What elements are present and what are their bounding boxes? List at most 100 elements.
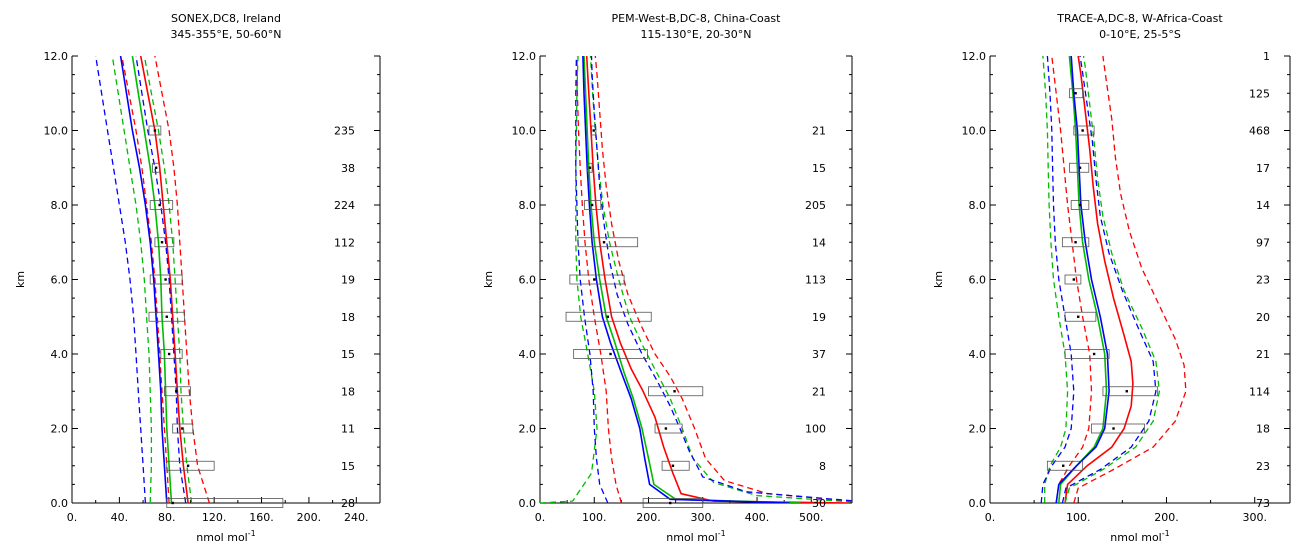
obs-count: 113 (805, 274, 826, 287)
obs-mean-dot (154, 166, 158, 169)
obs-count: 468 (1249, 125, 1270, 138)
obs-count: 20 (1256, 311, 1270, 324)
obs-box (148, 311, 185, 322)
obs-box (1064, 274, 1082, 285)
obs-box (1046, 460, 1084, 471)
series-green-solid-line (1058, 56, 1108, 503)
panel-3: TRACE-A,DC-8, W-Africa-Coast 0-10°E, 25-5… (932, 12, 1291, 544)
obs-box (648, 386, 704, 397)
x-axis-label: nmol mol-1 (666, 529, 725, 544)
series-blue-solid-line (1055, 56, 1110, 503)
obs-box (1064, 311, 1097, 322)
obs-box (591, 125, 597, 136)
y-tick-label: 4.0 (519, 348, 537, 361)
series-group (1040, 56, 1187, 503)
obs-count: 21 (812, 125, 826, 138)
series-green-dashed-line (589, 56, 852, 503)
obs-box (661, 460, 690, 471)
obs-count: 38 (341, 162, 355, 175)
x-tick-label: 300. (691, 511, 716, 524)
x-tick-label: 200. (1154, 511, 1179, 524)
x-axis-label: nmol mol-1 (196, 529, 255, 544)
x-tick-label: 0. (67, 511, 78, 524)
y-tick-label: 0.0 (51, 497, 69, 510)
obs-count: 18 (341, 385, 355, 398)
y-axis-label: km (932, 271, 945, 288)
obs-box (577, 237, 639, 248)
obs-count: 1 (1263, 50, 1270, 63)
x-axis-label-unit: nmol mol (666, 531, 717, 544)
obs-count: 11 (341, 423, 355, 436)
obs-mean-dot (606, 315, 610, 318)
y-tick-label: 10.0 (512, 125, 537, 138)
obs-count: 30 (812, 497, 826, 510)
series-blue-solid-line (119, 56, 168, 503)
obs-count: 15 (341, 460, 355, 473)
obs-count: 21 (812, 385, 826, 398)
y-tick-label: 8.0 (969, 199, 987, 212)
obs-box (565, 311, 652, 322)
obs-box (1069, 88, 1084, 99)
series-red-solid-line (1064, 56, 1134, 503)
y-tick-label: 4.0 (969, 348, 987, 361)
series-green-solid-line (583, 56, 801, 503)
series-green-solid-line (131, 56, 173, 503)
series-group (540, 56, 852, 503)
obs-box (1061, 237, 1090, 248)
obs-count: 37 (812, 348, 826, 361)
obs-count: 8 (819, 460, 826, 473)
obs-mean-dot (1125, 390, 1128, 393)
panel-title: TRACE-A,DC-8, W-Africa-Coast (1056, 12, 1223, 25)
obs-mean-dot (1081, 129, 1084, 132)
obs-count: 23 (1256, 460, 1270, 473)
obs-count: 17 (1256, 162, 1270, 175)
y-tick-label: 6.0 (519, 274, 537, 287)
obs-box (149, 274, 183, 285)
obs-box (166, 498, 284, 508)
obs-mean-dot (671, 464, 675, 467)
series-green-dashed-line (1064, 56, 1161, 503)
y-axis-label: km (14, 271, 27, 288)
series-green-dashed-line (143, 56, 193, 503)
panel-title: PEM-West-B,DC-8, China-Coast (612, 12, 782, 25)
series-green-dashed-line (1042, 56, 1069, 503)
series-red-dashed-line (576, 56, 623, 503)
obs-mean-dot (592, 129, 595, 132)
obs-mean-dot (673, 390, 676, 393)
series-red-dashed-line (1073, 56, 1187, 503)
y-tick-label: 12.0 (44, 50, 69, 63)
obs-mean-dot (153, 129, 157, 132)
obs-count: 14 (812, 236, 826, 249)
obs-box (1064, 349, 1110, 359)
obs-count: 97 (1256, 236, 1270, 249)
obs-mean-dot (1078, 166, 1082, 169)
obs-box (1091, 423, 1145, 434)
obs-box (166, 460, 215, 471)
x-tick-label: 0. (985, 511, 996, 524)
obs-box (587, 162, 593, 173)
obs-mean-dot (160, 241, 164, 244)
obs-box (1073, 125, 1095, 136)
x-tick-label: 500. (799, 511, 824, 524)
obs-mean-dot (175, 390, 178, 393)
obs-count: 205 (805, 199, 826, 212)
obs-box (654, 423, 683, 434)
y-tick-label: 6.0 (969, 274, 987, 287)
obs-box (1102, 386, 1159, 397)
obs-count: 125 (1249, 87, 1270, 100)
obs-box (149, 200, 174, 210)
x-tick-label: 120. (202, 511, 227, 524)
x-axis-label-exponent: -1 (1162, 529, 1170, 538)
panel-subtitle: 115-130°E, 20-30°N (640, 28, 751, 41)
obs-mean-dot (590, 203, 594, 207)
obs-mean-dot (165, 315, 168, 318)
series-blue-dashed-line (1061, 56, 1157, 503)
y-tick-label: 0.0 (519, 497, 537, 510)
obs-count: 224 (334, 199, 355, 212)
y-tick-label: 8.0 (51, 199, 69, 212)
panel-1: SONEX,DC8, Ireland 345-355°E, 50-60°N 0.0 2… (14, 12, 381, 544)
obs-mean-dot (1092, 352, 1096, 356)
y-tick-label: 12.0 (962, 50, 987, 63)
y-tick-label: 10.0 (962, 125, 987, 138)
obs-count: 114 (1249, 385, 1270, 398)
